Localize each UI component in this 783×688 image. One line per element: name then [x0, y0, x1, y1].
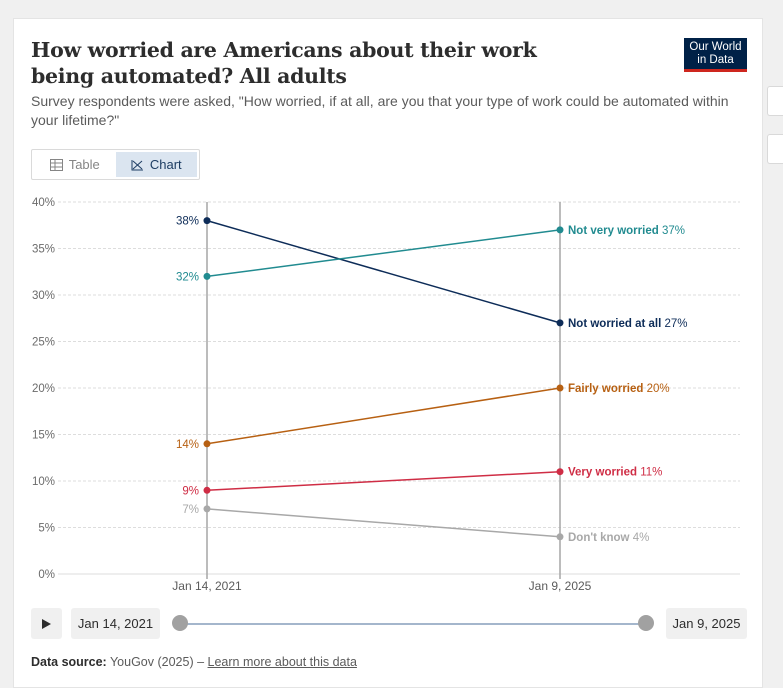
- data-point-not_at_all: [556, 319, 564, 327]
- timeline-end-handle[interactable]: [638, 615, 654, 631]
- source-value: YouGov (2025): [109, 655, 194, 669]
- series-end-label-very: Very worried 11%: [568, 467, 662, 479]
- series-name-not_at_all: Not worried at all: [568, 318, 661, 330]
- end-value-label-very: 11%: [637, 467, 662, 479]
- play-button[interactable]: [31, 608, 62, 639]
- y-tick-label: 10%: [32, 476, 55, 488]
- data-point-dont_know: [556, 533, 564, 541]
- series-end-label-not_at_all: Not worried at all 27%: [568, 318, 688, 330]
- tab-table[interactable]: Table: [34, 152, 116, 177]
- chart-card: How worried are Americans about their wo…: [13, 18, 763, 688]
- view-tabs: Table Chart: [31, 149, 200, 180]
- end-value-label-not_very: 37%: [659, 225, 685, 237]
- series-line-very: [206, 470, 561, 492]
- data-point-very: [203, 486, 211, 494]
- data-source: Data source: YouGov (2025) – Learn more …: [31, 655, 357, 669]
- y-tick-label: 25%: [32, 337, 55, 349]
- tab-chart[interactable]: Chart: [115, 152, 197, 177]
- start-value-label-fairly: 14%: [176, 439, 199, 451]
- y-tick-label: 20%: [32, 383, 55, 395]
- start-value-label-dont_know: 7%: [182, 504, 199, 516]
- end-value-label-not_at_all: 27%: [661, 318, 687, 330]
- x-tick-label: Jan 14, 2021: [172, 579, 242, 593]
- data-point-fairly: [556, 384, 564, 392]
- logo-line-1: Our World: [689, 41, 742, 53]
- page-title: How worried are Americans about their wo…: [31, 38, 537, 88]
- series-line-not_at_all: [206, 219, 561, 324]
- start-value-label-very: 9%: [182, 485, 199, 497]
- series-name-dont_know: Don't know: [568, 532, 630, 544]
- series-name-not_very: Not very worried: [568, 225, 659, 237]
- logo-line-2: in Data: [697, 53, 734, 66]
- data-point-not_at_all: [203, 217, 211, 225]
- y-tick-label: 5%: [38, 523, 55, 535]
- series-line-dont_know: [206, 508, 561, 538]
- data-point-not_very: [556, 226, 564, 234]
- source-separator: –: [197, 655, 205, 669]
- data-point-fairly: [203, 440, 211, 448]
- y-tick-label: 35%: [32, 244, 55, 256]
- series-name-very: Very worried: [568, 467, 637, 479]
- play-icon: [42, 618, 51, 629]
- data-point-dont_know: [203, 505, 211, 513]
- chart-icon: [131, 159, 143, 170]
- x-tick-label: Jan 9, 2025: [529, 579, 592, 593]
- learn-more-link[interactable]: Learn more about this data: [207, 655, 357, 669]
- line-chart: 0% 5% 10% 15% 20% 25% 30% 35% 40% Jan 14, 2021 Jan…: [32, 197, 740, 593]
- series-end-label-not_very: Not very worried 37%: [568, 225, 685, 237]
- side-panel-control[interactable]: [767, 86, 783, 116]
- y-tick-label: 0%: [38, 569, 55, 581]
- side-panel-control[interactable]: [767, 134, 783, 164]
- end-value-label-dont_know: 4%: [630, 532, 650, 544]
- series-end-label-dont_know: Don't know 4%: [568, 532, 649, 544]
- series-end-label-fairly: Fairly worried 20%: [568, 383, 670, 395]
- timeline-track[interactable]: [180, 623, 646, 625]
- chart-subtitle: Survey respondents were asked, "How worr…: [31, 93, 729, 128]
- source-label: Data source:: [31, 655, 107, 669]
- end-value-label-fairly: 20%: [643, 383, 669, 395]
- table-icon: [49, 158, 63, 171]
- start-value-label-not_at_all: 38%: [176, 216, 199, 228]
- data-point-not_very: [203, 272, 211, 280]
- tab-table-label: Table: [68, 157, 100, 172]
- owid-logo[interactable]: Our World in Data: [684, 38, 747, 72]
- y-tick-label: 30%: [32, 290, 55, 302]
- series-line-fairly: [206, 387, 561, 445]
- y-tick-label: 15%: [32, 430, 55, 442]
- y-tick-label: 40%: [32, 197, 55, 209]
- start-value-label-not_very: 32%: [176, 271, 199, 283]
- data-point-very: [556, 468, 564, 476]
- timeline-start-date[interactable]: Jan 14, 2021: [71, 608, 160, 639]
- timeline-end-date[interactable]: Jan 9, 2025: [666, 608, 747, 639]
- series-name-fairly: Fairly worried: [568, 383, 643, 395]
- series-line-not_very: [206, 229, 561, 278]
- tab-chart-label: Chart: [149, 157, 182, 172]
- timeline-start-handle[interactable]: [172, 615, 188, 631]
